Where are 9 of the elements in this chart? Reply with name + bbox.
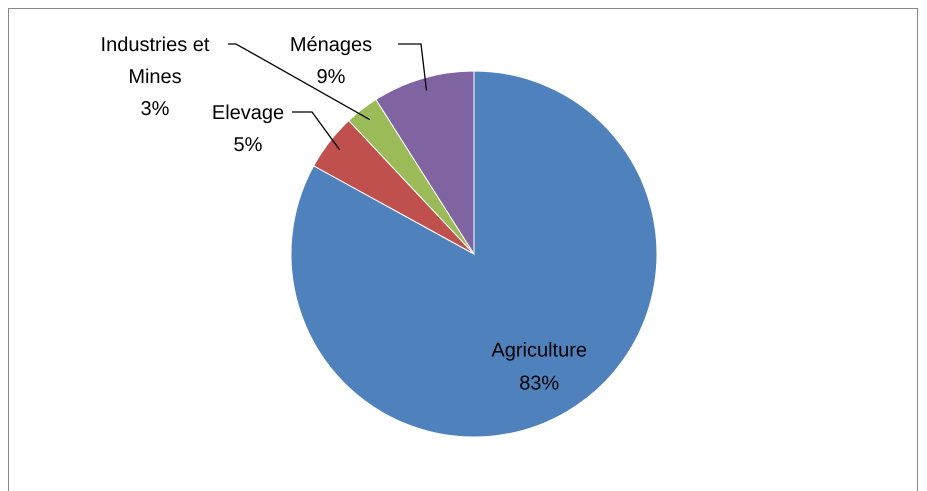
data-label: 5% (234, 134, 263, 156)
data-label: 83% (519, 372, 560, 394)
slice-label: Industries et Mines (100, 34, 210, 88)
data-label: 3% (140, 98, 170, 120)
slice-label: Elevage (212, 102, 284, 124)
pie-slice (290, 70, 658, 438)
data-label: 9% (316, 66, 346, 88)
slice-label: Ménages (290, 34, 372, 56)
slice-label: Agriculture (491, 339, 588, 362)
